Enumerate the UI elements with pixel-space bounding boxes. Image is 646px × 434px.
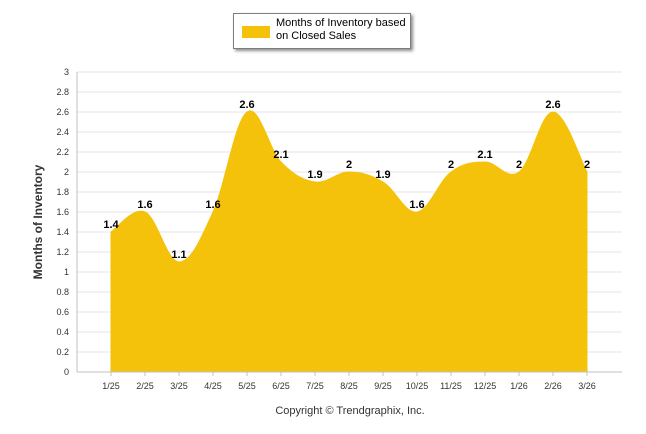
legend-label: Months of Inventory based on Closed Sale… <box>276 17 406 42</box>
data-labels: 1.4 1.6 1.1 1.6 2.6 2.1 1.9 2 1.9 1.6 2 2.1 2 2.6 2 <box>103 99 590 261</box>
data-label: 2.1 <box>273 149 288 161</box>
x-tick-label: 6/25 <box>272 381 290 391</box>
x-tick-label: 7/25 <box>306 381 324 391</box>
x-tick-label: 3/26 <box>578 381 596 391</box>
y-tick-label: 0.2 <box>56 347 69 357</box>
data-label: 1.9 <box>375 169 390 181</box>
x-tick-label: 1/26 <box>510 381 528 391</box>
y-tick-label: 2.6 <box>56 107 69 117</box>
y-tick-label: 2.2 <box>56 147 69 157</box>
data-label: 1.1 <box>171 249 186 261</box>
y-tick-label: 0 <box>64 367 69 377</box>
x-tick-label: 10/25 <box>406 381 429 391</box>
y-tick-label: 2 <box>64 167 69 177</box>
data-label: 2.6 <box>239 99 254 111</box>
data-label: 1.9 <box>307 169 322 181</box>
y-tick-label: 0.8 <box>56 287 69 297</box>
axes <box>76 72 622 376</box>
data-label: 2.6 <box>545 99 560 111</box>
x-tick-label: 1/25 <box>102 381 120 391</box>
y-axis-label: Months of Inventory <box>31 164 45 279</box>
y-tick-label: 3 <box>64 67 69 77</box>
y-tick-label: 1.2 <box>56 247 69 257</box>
x-tick-label: 11/25 <box>440 381 462 391</box>
data-label: 1.4 <box>103 219 119 231</box>
legend-swatch <box>242 26 270 38</box>
x-tick-label: 12/25 <box>474 381 497 391</box>
y-tick-label: 1.4 <box>56 227 69 237</box>
x-tick-label: 5/25 <box>238 381 256 391</box>
y-tick-label: 0.4 <box>56 327 69 337</box>
y-tick-label: 2.8 <box>56 87 69 97</box>
x-tick-label: 9/25 <box>374 381 392 391</box>
legend: Months of Inventory based on Closed Sale… <box>233 13 411 49</box>
data-label: 2 <box>516 159 522 171</box>
data-label: 2 <box>346 159 352 171</box>
data-label: 2 <box>448 159 454 171</box>
data-label: 1.6 <box>205 199 220 211</box>
x-tick-label: 4/25 <box>204 381 222 391</box>
y-tick-label: 1 <box>64 267 69 277</box>
data-label: 1.6 <box>137 199 152 211</box>
data-label: 2.1 <box>477 149 492 161</box>
x-tick-label: 2/26 <box>544 381 562 391</box>
y-tick-label: 0.6 <box>56 307 69 317</box>
series-area <box>110 110 588 373</box>
copyright-text: Copyright © Trendgraphix, Inc. <box>275 405 424 417</box>
y-tick-label: 1.8 <box>56 187 69 197</box>
data-label: 1.6 <box>409 199 424 211</box>
x-tick-labels: 1/25 2/25 3/25 4/25 5/25 6/25 7/25 8/25 9/25 10/2… <box>102 381 596 391</box>
y-tick-label: 1.6 <box>56 207 69 217</box>
x-tick-label: 8/25 <box>340 381 358 391</box>
x-tick-label: 3/25 <box>170 381 188 391</box>
y-tick-label: 2.4 <box>56 127 69 137</box>
y-tick-labels: 0 0.2 0.4 0.6 0.8 1 1.2 1.4 1.6 1.8 2 2.2 2.4 2.6 2.8 3 <box>56 67 69 377</box>
data-label: 2 <box>584 159 590 171</box>
x-tick-label: 2/25 <box>136 381 154 391</box>
